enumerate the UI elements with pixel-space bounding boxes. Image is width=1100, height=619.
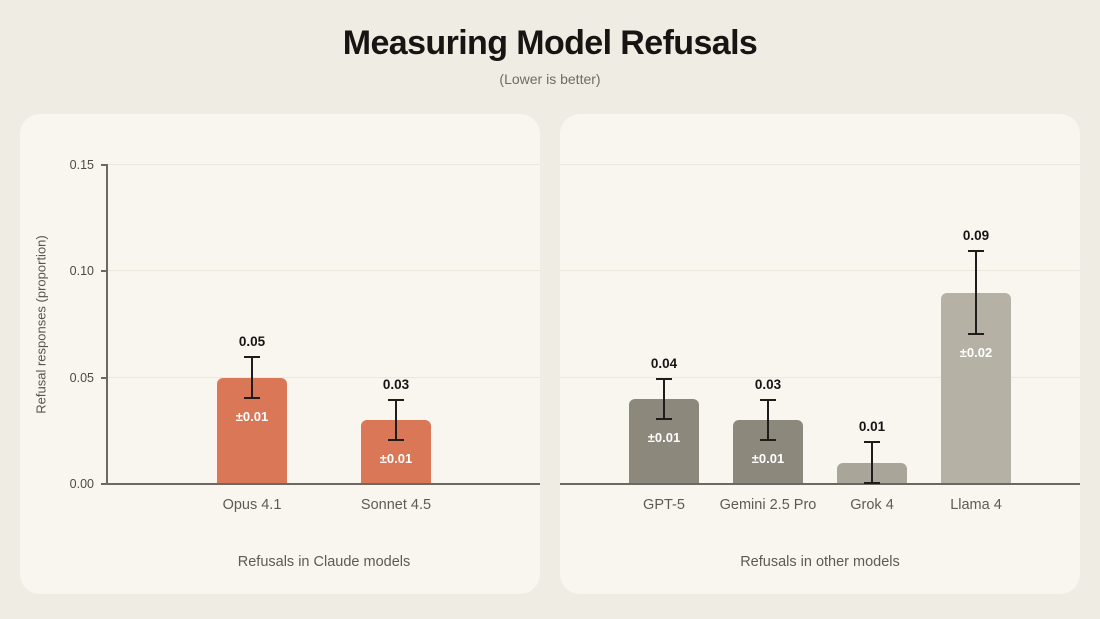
- y-tick-mark: [101, 164, 108, 166]
- plot-area-claude: 0.00 0.05 0.10 0.15 0.05 ±0.01 Opus 4.1 0.03 ±0.…: [70, 158, 540, 513]
- error-bar-cap-top: [968, 250, 984, 253]
- error-bar-cap-top: [243, 356, 260, 359]
- bar-value-label: 0.03: [754, 376, 782, 392]
- gridline: [560, 270, 1080, 272]
- x-tick-label: Llama 4: [950, 497, 1002, 513]
- error-bar: [767, 398, 769, 442]
- x-axis-line: [108, 483, 540, 485]
- error-bar-cap-top: [387, 398, 404, 401]
- error-bar-cap-bottom: [864, 482, 880, 484]
- y-tick-label: 0.00: [69, 477, 94, 491]
- bar-value-label: 0.03: [382, 376, 410, 392]
- bar-error-label: ±0.01: [647, 430, 681, 446]
- x-tick-label: GPT-5: [643, 497, 685, 513]
- panel-claude-models: Refusal responses (proportion) 0.00 0.05 0…: [20, 114, 540, 594]
- y-tick-label: 0.15: [69, 158, 94, 172]
- bar-error-label: ±0.02: [959, 345, 993, 361]
- gridline: [560, 164, 1080, 165]
- y-tick-mark: [101, 376, 108, 379]
- bar-error-label: ±0.01: [235, 408, 269, 424]
- y-axis-title: Refusal responses (proportion): [33, 235, 49, 414]
- chart-panels: Refusal responses (proportion) 0.00 0.05 0…: [0, 114, 1100, 594]
- gridline: [108, 164, 540, 165]
- gridline: [560, 376, 1080, 378]
- page-title: Measuring Model Refusals: [342, 24, 758, 62]
- y-tick-label: 0.05: [69, 370, 94, 385]
- x-tick-label: Grok 4: [850, 497, 894, 513]
- panel-caption-claude: Refusals in Claude models: [237, 554, 411, 570]
- gridline: [108, 376, 540, 378]
- plot-area-other: 0.04 ±0.01 GPT-5 0.03 ±0.01 Gemini 2.5 Pro 0.0…: [560, 164, 1080, 513]
- x-tick-label: Sonnet 4.5: [360, 497, 432, 513]
- error-bar-cap-top: [864, 441, 880, 444]
- y-tick-mark: [101, 483, 108, 485]
- error-bar: [975, 250, 977, 336]
- error-bar-cap-top: [656, 377, 672, 380]
- y-tick-mark: [101, 270, 108, 273]
- bar-value-label: 0.09: [962, 228, 990, 244]
- error-bar: [663, 377, 665, 421]
- error-bar-cap-bottom: [243, 396, 260, 399]
- y-axis-title-wrap: Refusal responses (proportion): [28, 165, 54, 484]
- page-subtitle: (Lower is better): [499, 71, 601, 87]
- error-bar-cap-bottom: [656, 418, 672, 421]
- error-bar-cap-bottom: [760, 439, 776, 442]
- gridline: [108, 270, 540, 272]
- bar-value-label: 0.04: [650, 355, 678, 371]
- y-axis-line: [106, 164, 108, 485]
- panel-caption-other: Refusals in other models: [740, 554, 900, 570]
- error-bar: [871, 441, 873, 484]
- error-bar-cap-top: [760, 398, 776, 401]
- bar-error-label: ±0.01: [379, 451, 413, 467]
- error-bar: [250, 356, 253, 399]
- error-bar-cap-bottom: [387, 439, 404, 442]
- x-tick-label: Gemini 2.5 Pro: [719, 497, 817, 513]
- y-tick-label: 0.10: [69, 264, 94, 279]
- x-tick-label: Opus 4.1: [222, 497, 282, 513]
- bar-value-label: 0.05: [238, 334, 266, 350]
- bar-value-label: 0.01: [858, 419, 886, 435]
- error-bar-cap-bottom: [968, 333, 984, 336]
- panel-other-models: 0.04 ±0.01 GPT-5 0.03 ±0.01 Gemini 2.5 Pro 0.0…: [560, 114, 1080, 594]
- bar-error-label: ±0.01: [751, 451, 785, 467]
- error-bar: [394, 398, 397, 442]
- chart-header: Measuring Model Refusals (Lower is bette…: [0, 0, 1100, 87]
- x-axis-line: [560, 483, 1080, 485]
